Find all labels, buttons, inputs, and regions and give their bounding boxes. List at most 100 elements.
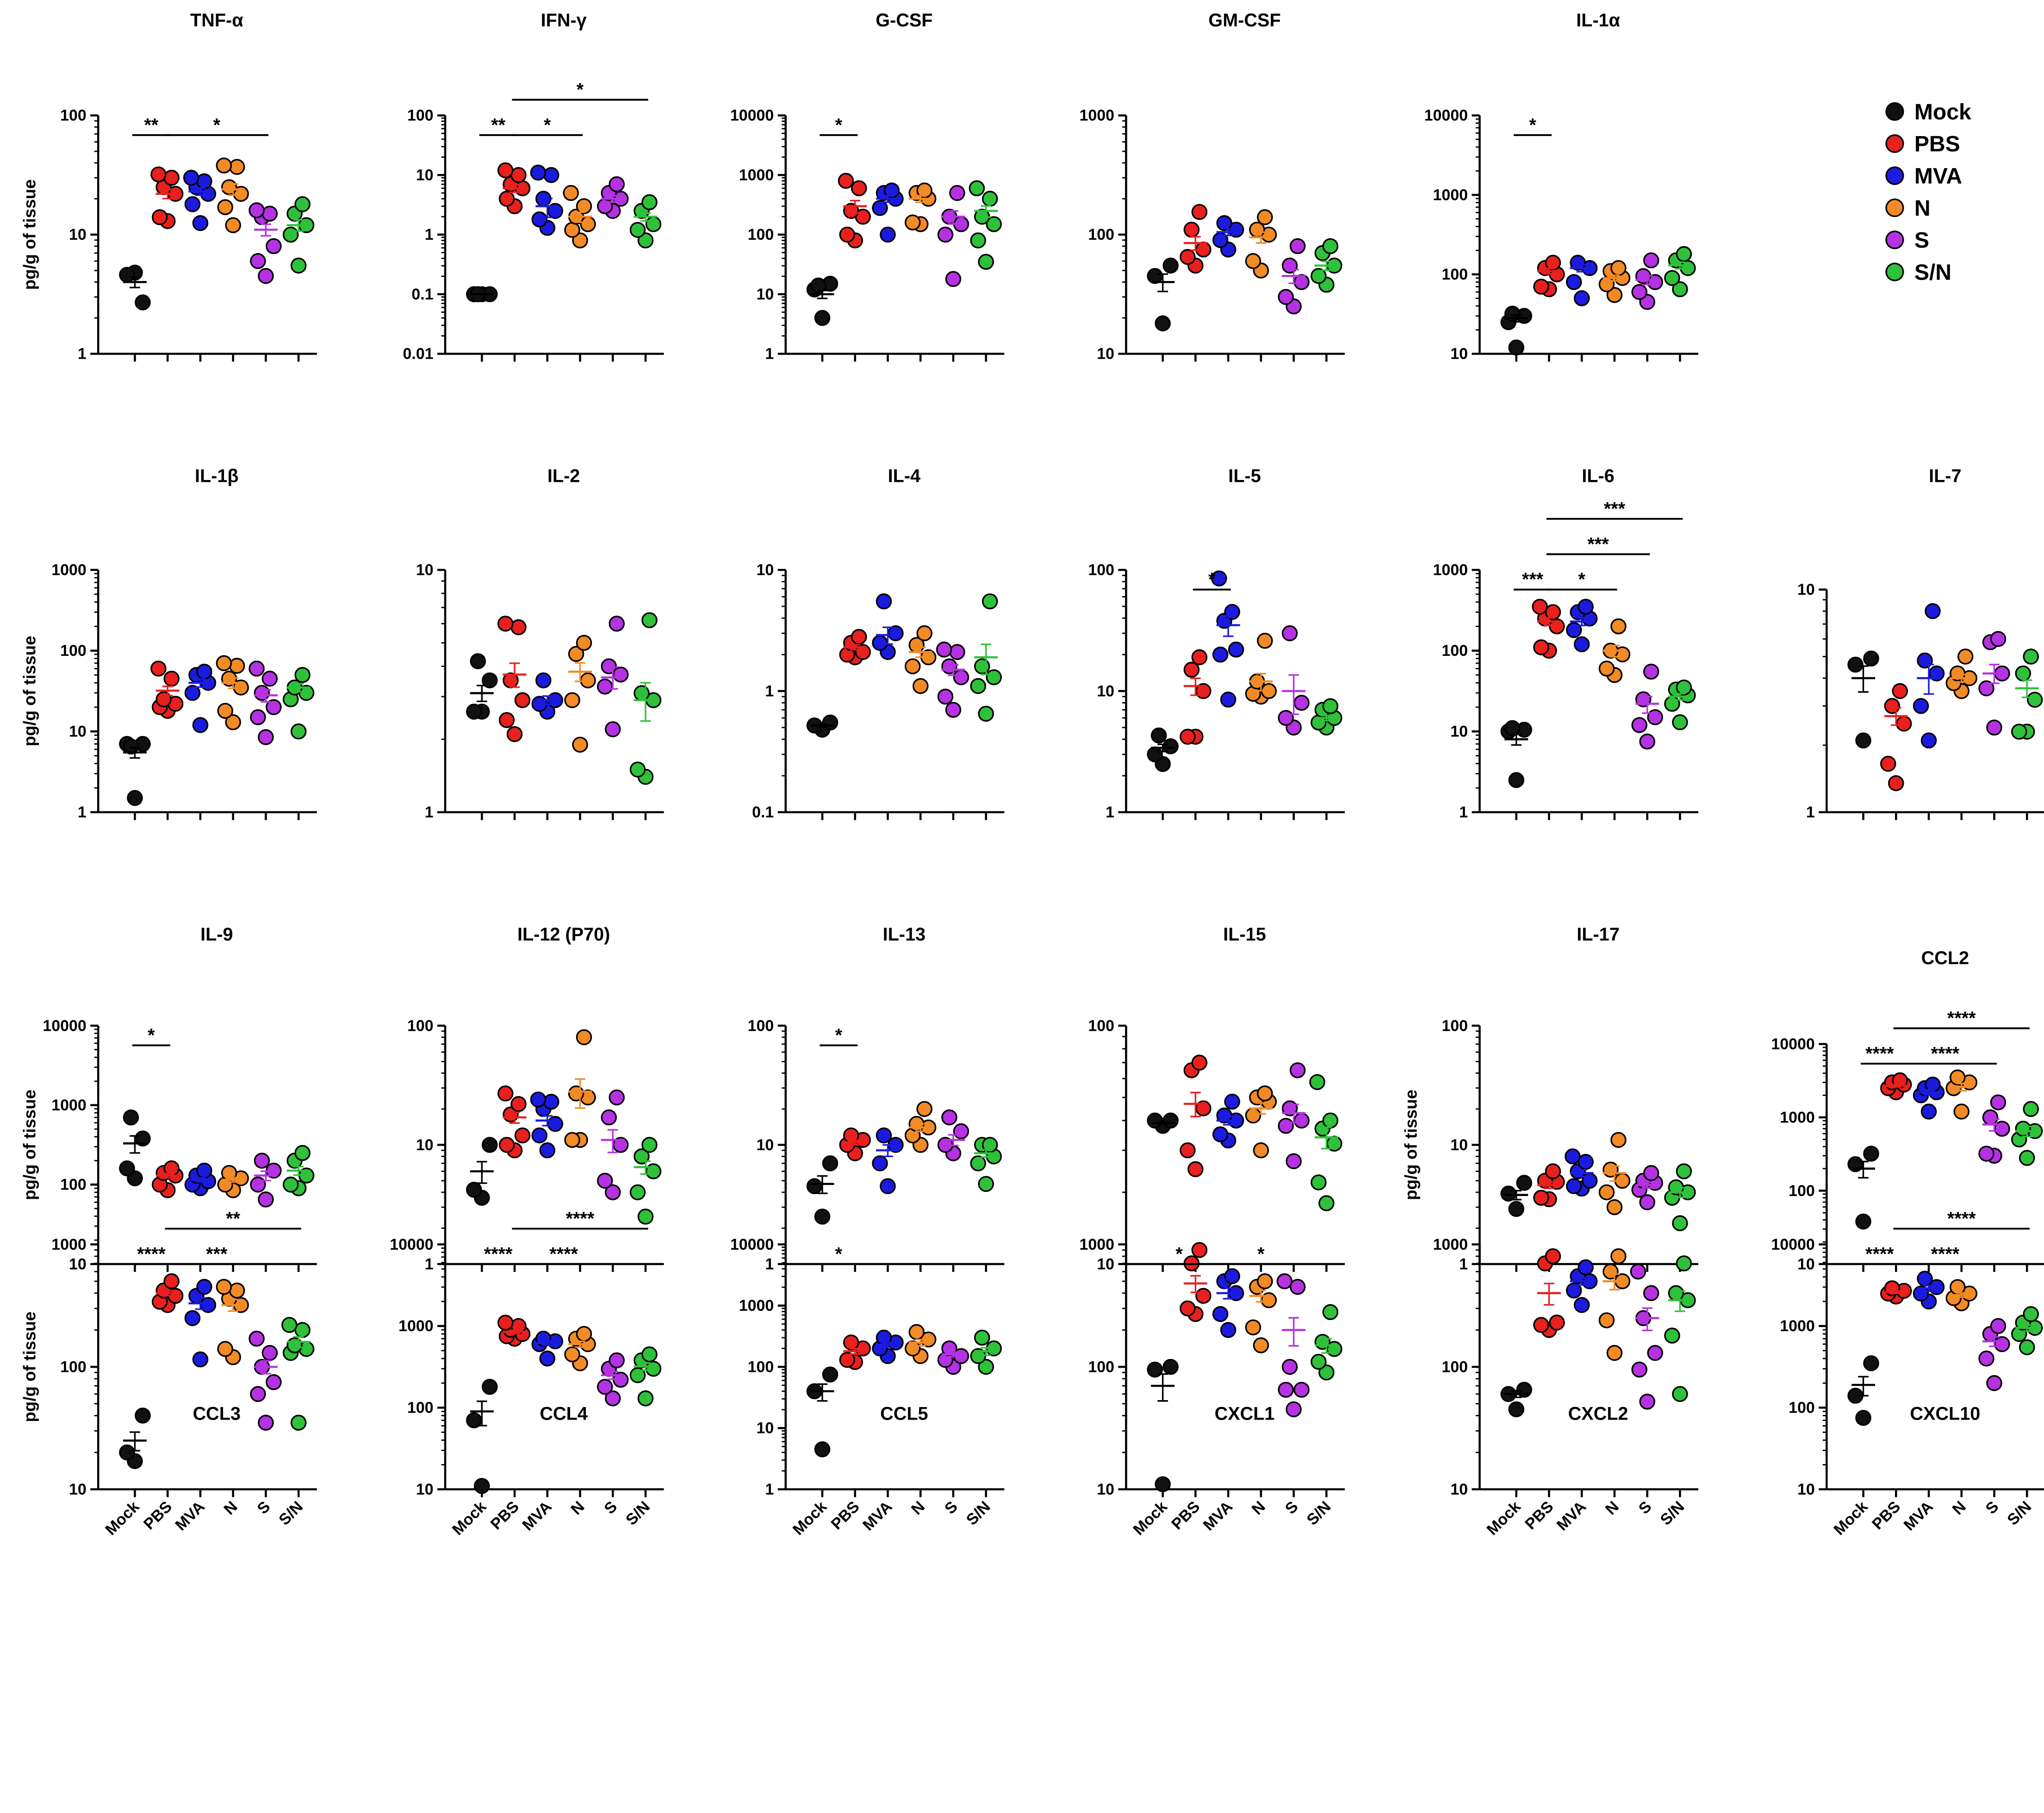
data-point-sn: [282, 1177, 299, 1193]
y-tick-label: 100: [1789, 1399, 1815, 1417]
data-point-sn: [1668, 1285, 1684, 1302]
data-point-mva: [1224, 604, 1240, 620]
data-point-sn: [978, 254, 994, 270]
legend-label: Mock: [1914, 100, 1971, 125]
data-point-n: [564, 692, 580, 708]
data-point-s: [249, 202, 265, 218]
panel-g-csf: G-CSF 1 10 100 1000 10000 *: [730, 10, 1005, 363]
data-point-s: [937, 226, 954, 243]
data-point-sn: [2019, 1150, 2035, 1166]
significance-label: ***: [1522, 569, 1544, 590]
data-point-sn: [1664, 1327, 1680, 1344]
data-point-mva: [1913, 1285, 1929, 1302]
data-point-s: [609, 1352, 625, 1369]
y-tick-label: 10000: [730, 107, 774, 125]
data-point-mva: [543, 167, 559, 183]
data-point-s: [1278, 1382, 1294, 1398]
y-tick-label: 10000: [390, 1236, 433, 1253]
data-point-n: [564, 222, 580, 238]
data-point-mock: [1147, 268, 1163, 284]
data-point-s: [1289, 1062, 1306, 1078]
panel-title: IL-4: [888, 466, 920, 486]
data-point-n: [1603, 1161, 1619, 1178]
y-tick-label: 1: [765, 682, 774, 700]
y-tick-label: 1000: [398, 1317, 434, 1335]
data-point-mva: [1573, 636, 1590, 653]
data-point-mock: [470, 653, 486, 669]
y-tick-label: 10: [69, 1255, 87, 1273]
y-axis-label: pg/g of tissue: [20, 636, 39, 747]
legend-label: PBS: [1914, 131, 1960, 156]
data-point-mock: [482, 1137, 498, 1153]
data-point-s: [1647, 709, 1663, 725]
data-point-mva: [888, 625, 904, 642]
data-point-s: [604, 1184, 621, 1201]
data-point-pbs: [1549, 618, 1565, 635]
data-point-s: [1631, 284, 1647, 300]
data-point-n: [568, 646, 584, 662]
data-point-sn: [1311, 1353, 1327, 1370]
data-point-s: [1978, 1350, 1994, 1367]
panel-il-9: IL-9 10 100 1000 10000 pg/g of tissue *: [20, 924, 317, 1273]
data-point-n: [1245, 1319, 1261, 1336]
data-point-n: [576, 198, 592, 214]
data-point-pbs: [497, 1315, 514, 1331]
y-tick-label: 100: [60, 642, 87, 660]
y-tick-label: 10000: [1771, 1035, 1814, 1053]
data-point-pbs: [839, 226, 856, 243]
data-point-sn: [1322, 1304, 1339, 1321]
data-point-mva: [184, 196, 201, 212]
data-point-mva: [1578, 1153, 1594, 1170]
data-point-mock: [474, 1478, 490, 1494]
data-point-s: [261, 206, 278, 222]
data-point-sn: [294, 196, 311, 212]
data-point-s: [254, 1153, 270, 1169]
data-point-mva: [1566, 622, 1582, 638]
data-point-n: [217, 1341, 233, 1357]
y-tick-label: 10: [1097, 345, 1114, 363]
y-tick-label: 100: [1441, 1017, 1468, 1034]
data-point-s: [1293, 1112, 1310, 1129]
data-point-s: [261, 671, 278, 687]
x-tick-label: S/N: [2004, 1498, 2035, 1529]
data-point-s: [1643, 252, 1659, 268]
data-point-s: [945, 271, 962, 287]
data-point-mock: [1516, 1175, 1532, 1191]
panel-title: IL-1β: [195, 466, 239, 486]
data-point-mock: [1150, 727, 1167, 744]
data-point-s: [250, 253, 266, 269]
panel-ccl2: CCL2 10 100 1000 10000 **** **** ****: [1771, 948, 2044, 1273]
data-point-mock: [1147, 746, 1163, 763]
data-point-s: [609, 616, 625, 632]
data-point-n: [216, 655, 232, 672]
data-point-s: [249, 660, 265, 677]
data-point-sn: [645, 216, 662, 232]
data-point-sn: [290, 1414, 307, 1431]
x-tick-label: S: [1635, 1498, 1655, 1518]
data-point-mva: [192, 717, 209, 733]
data-point-pbs: [155, 691, 172, 708]
data-point-mva: [1566, 274, 1582, 290]
panel-title: CXCL2: [1568, 1404, 1628, 1424]
data-point-mock: [1147, 1361, 1163, 1378]
data-point-pbs: [1191, 204, 1208, 220]
panel-title: GM-CSF: [1208, 10, 1280, 31]
y-tick-label: 1000: [739, 166, 774, 184]
x-tick-label: MVA: [1901, 1498, 1937, 1534]
data-point-n: [1257, 1273, 1273, 1290]
data-point-sn: [641, 1346, 658, 1363]
data-point-sn: [1318, 1195, 1335, 1211]
x-tick-label: N: [1949, 1498, 1969, 1518]
data-point-s: [941, 1109, 957, 1126]
data-point-s: [250, 1177, 266, 1193]
data-point-s: [1990, 1094, 2007, 1110]
data-point-n: [217, 199, 233, 215]
data-point-sn: [1672, 281, 1688, 298]
x-tick-label: PBS: [1168, 1498, 1203, 1533]
data-point-n: [576, 1326, 592, 1342]
panel-title: IL-15: [1223, 924, 1266, 945]
significance-label: ***: [206, 1244, 228, 1264]
legend-marker: [1885, 102, 1904, 121]
data-point-pbs: [1195, 1288, 1211, 1304]
